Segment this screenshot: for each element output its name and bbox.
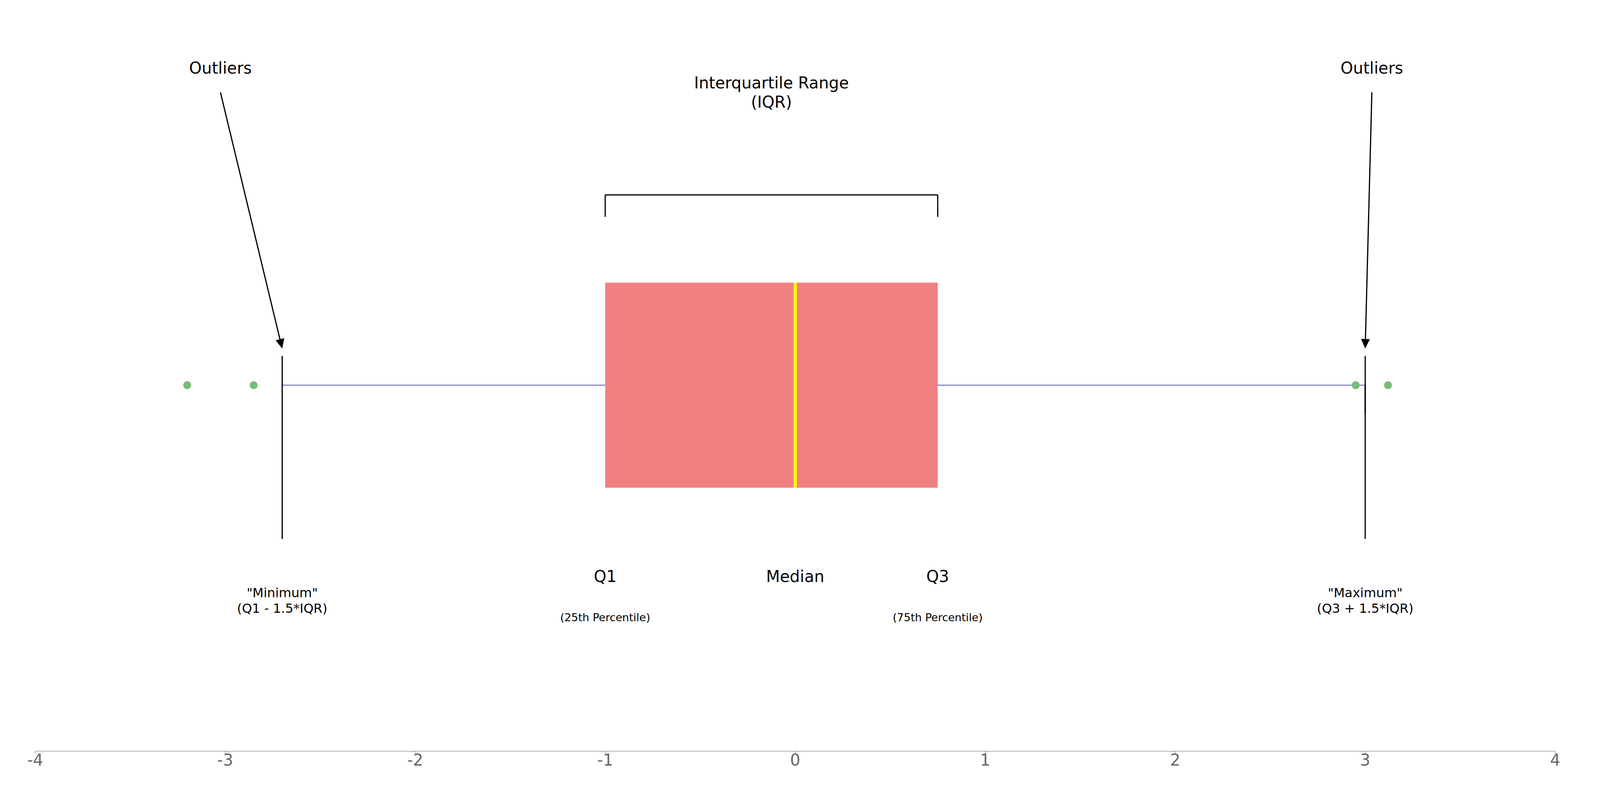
svg-text:4: 4 [1550, 750, 1560, 770]
svg-text:Interquartile Range(IQR): Interquartile Range(IQR) [694, 73, 849, 112]
svg-text:2: 2 [1170, 750, 1180, 770]
svg-text:-1: -1 [597, 750, 614, 770]
svg-text:-2: -2 [407, 750, 424, 770]
svg-text:Outliers: Outliers [189, 58, 252, 78]
svg-text:(25th Percentile): (25th Percentile) [560, 611, 651, 624]
svg-text:(75th Percentile): (75th Percentile) [892, 611, 983, 624]
svg-text:Q3: Q3 [926, 567, 950, 586]
svg-text:1: 1 [980, 750, 990, 770]
svg-text:-4: -4 [27, 750, 44, 770]
svg-text:Q1: Q1 [594, 567, 617, 586]
svg-text:Outliers: Outliers [1340, 58, 1404, 78]
svg-text:Median: Median [766, 567, 825, 586]
svg-text:3: 3 [1360, 750, 1370, 770]
svg-text:"Minimum"(Q1 - 1.5*IQR): "Minimum"(Q1 - 1.5*IQR) [236, 585, 328, 616]
svg-text:0: 0 [790, 750, 800, 770]
svg-text:-3: -3 [217, 750, 234, 770]
svg-text:"Maximum"(Q3 + 1.5*IQR): "Maximum"(Q3 + 1.5*IQR) [1316, 585, 1414, 616]
